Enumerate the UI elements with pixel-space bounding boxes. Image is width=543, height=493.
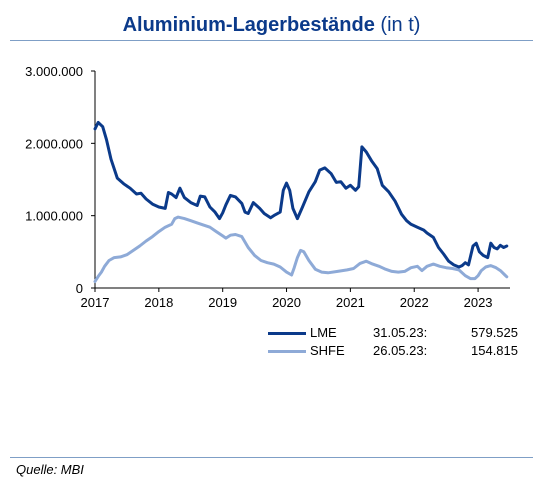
legend-date-lme: 31.05.23: xyxy=(373,325,428,340)
x-tick-label: 2017 xyxy=(81,295,110,310)
chart-series xyxy=(93,120,509,283)
legend-label-lme: LME xyxy=(310,325,337,340)
chart-title: Aluminium-Lagerbestände (in t) xyxy=(10,14,533,37)
legend-value-shfe: 154.815 xyxy=(471,343,518,358)
chart-axes: 0 1.000.000 2.000.000 3.000.000 2017 2018 2019… xyxy=(25,64,510,310)
title-divider xyxy=(10,40,533,41)
x-tick-label: 2021 xyxy=(336,295,365,310)
series-line-shfe xyxy=(93,215,509,283)
series-line-lme xyxy=(93,120,509,269)
y-tick-label: 3.000.000 xyxy=(25,64,83,79)
footer-divider xyxy=(10,457,533,458)
chart-title-unit: (in t) xyxy=(380,14,421,36)
chart-plot: 0 1.000.000 2.000.000 3.000.000 2017 2018 2019… xyxy=(25,64,510,310)
y-tick-label: 0 xyxy=(76,281,83,296)
legend-row-lme: LME 31.05.23: 579.525 xyxy=(268,324,518,342)
chart-title-main: Aluminium-Lagerbestände xyxy=(122,14,375,36)
x-tick-label: 2019 xyxy=(208,295,237,310)
source-note: Quelle: MBI xyxy=(16,462,84,477)
legend: LME 31.05.23: 579.525 SHFE 26.05.23: 154… xyxy=(268,324,518,360)
x-tick-label: 2020 xyxy=(272,295,301,310)
x-tick-label: 2018 xyxy=(144,295,173,310)
legend-swatch-shfe xyxy=(268,350,306,353)
legend-date-shfe: 26.05.23: xyxy=(373,343,428,358)
legend-value-lme: 579.525 xyxy=(471,325,518,340)
legend-label-shfe: SHFE xyxy=(310,343,345,358)
x-tick-label: 2022 xyxy=(400,295,429,310)
y-tick-label: 2.000.000 xyxy=(25,136,83,151)
y-tick-label: 1.000.000 xyxy=(25,209,83,224)
x-tick-label: 2023 xyxy=(464,295,493,310)
legend-row-shfe: SHFE 26.05.23: 154.815 xyxy=(268,342,518,360)
legend-swatch-lme xyxy=(268,332,306,335)
